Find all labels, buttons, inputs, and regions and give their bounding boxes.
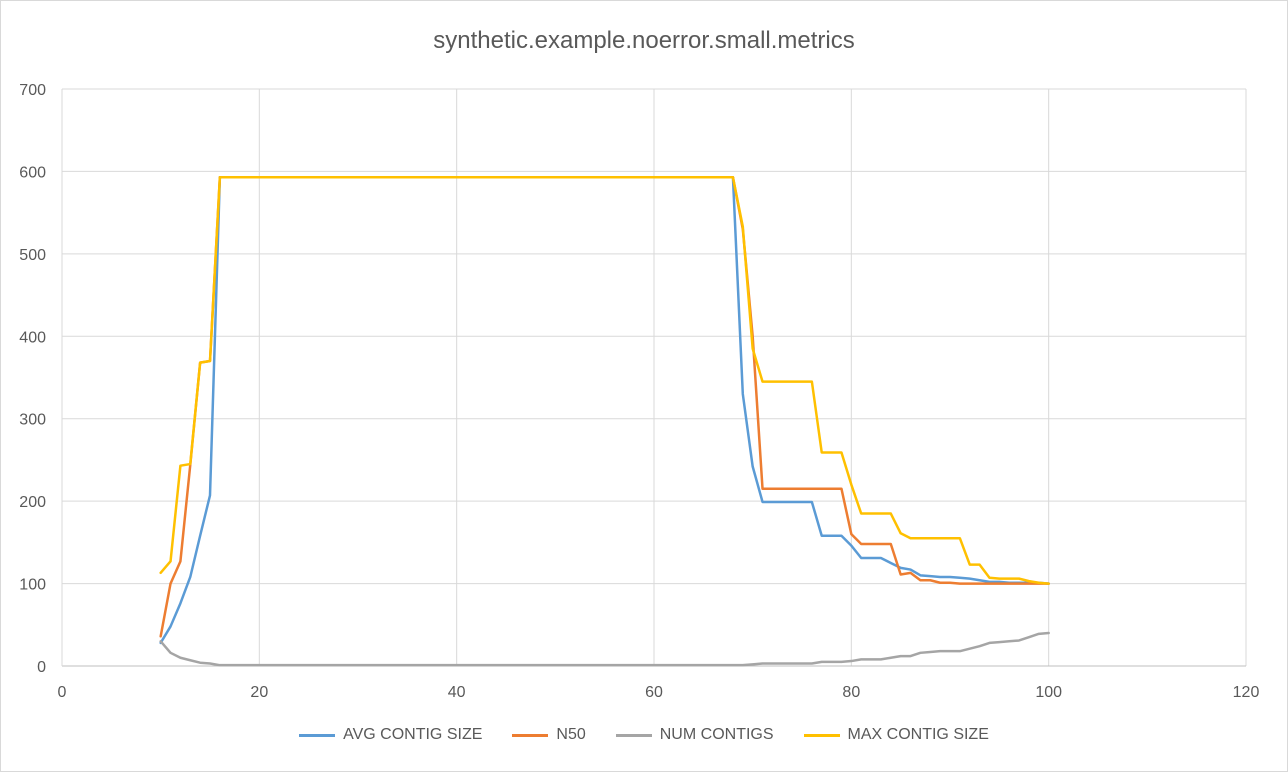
series-line-avg-contig-size <box>159 175 1050 645</box>
x-tick-label: 20 <box>250 684 268 701</box>
legend: AVG CONTIG SIZE N50 NUM CONTIGS MAX CONTIG … <box>1 726 1287 744</box>
legend-label: AVG CONTIG SIZE <box>343 726 483 743</box>
legend-label: MAX CONTIG SIZE <box>847 726 989 743</box>
y-tick-label: 400 <box>19 329 46 346</box>
chart-title: synthetic.example.noerror.small.metrics <box>433 27 855 54</box>
x-tick-label: 40 <box>448 684 466 701</box>
series-line-n50 <box>159 175 1050 638</box>
y-tick-label: 700 <box>19 82 46 99</box>
x-tick-label: 120 <box>1233 684 1260 701</box>
legend-swatch <box>299 733 336 737</box>
y-tick-label: 300 <box>19 412 46 429</box>
y-tick-label: 600 <box>19 164 46 181</box>
x-tick-label: 100 <box>1035 684 1062 701</box>
x-tick-label: 80 <box>842 684 860 701</box>
legend-swatch <box>615 733 652 737</box>
series-line-max-contig-size <box>159 175 1050 585</box>
legend-swatch <box>512 733 549 737</box>
y-tick-label: 0 <box>37 659 46 676</box>
gridlines <box>62 88 1247 666</box>
legend-label: N50 <box>556 726 586 743</box>
legend-item-max-contig-size: MAX CONTIG SIZE <box>803 726 989 744</box>
legend-label: NUM CONTIGS <box>659 726 774 743</box>
legend-item-avg-contig-size: AVG CONTIG SIZE <box>299 726 482 744</box>
y-tick-label: 200 <box>19 494 46 511</box>
legend-item-n50: N50 <box>512 726 586 744</box>
series-line-num-contigs <box>159 631 1050 667</box>
legend-item-num-contigs: NUM CONTIGS <box>615 726 774 744</box>
x-tick-label: 60 <box>645 684 663 701</box>
y-tick-label: 100 <box>19 577 46 594</box>
x-tick-label: 0 <box>58 684 67 701</box>
axes: 0 100 200 300 400 500 600 700 0 20 40 60 80 100 120 <box>19 82 1259 701</box>
y-tick-label: 500 <box>19 247 46 264</box>
legend-swatch <box>803 733 840 737</box>
series-lines <box>159 175 1050 667</box>
